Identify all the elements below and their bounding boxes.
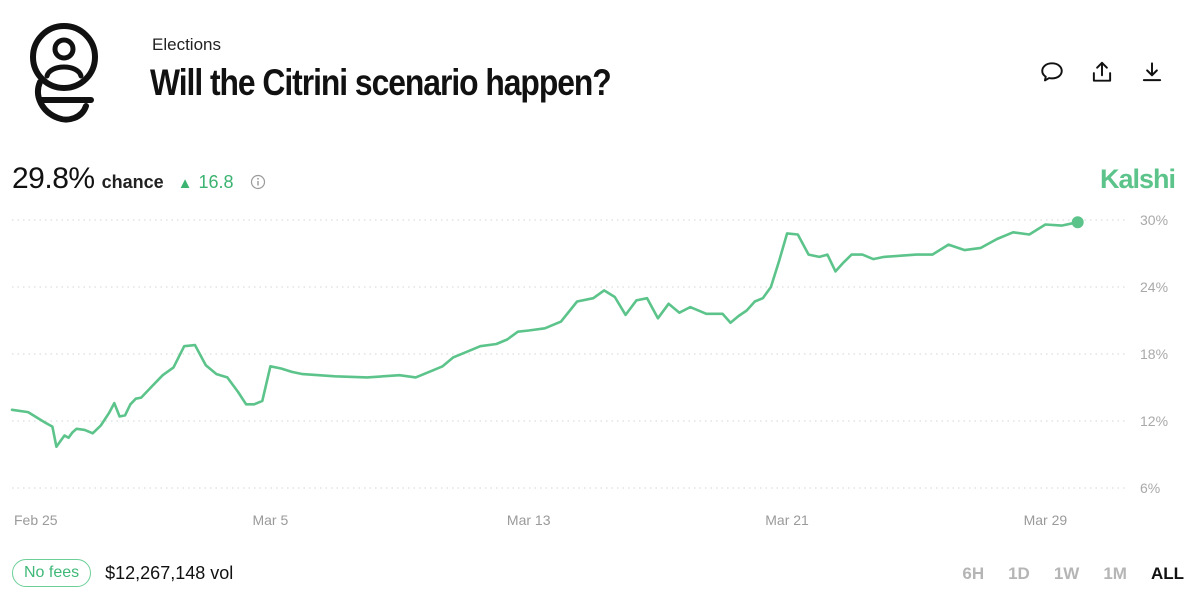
- header-actions: [1038, 58, 1166, 86]
- download-button[interactable]: [1138, 58, 1166, 86]
- odds-summary: 29.8% chance ▲ 16.8: [12, 162, 266, 196]
- range-1d-button[interactable]: 1D: [1008, 564, 1030, 583]
- x-tick-label: Mar 5: [252, 512, 288, 528]
- volume-text: $12,267,148 vol: [105, 562, 234, 583]
- change-indicator: ▲ 16.8: [178, 172, 234, 193]
- share-icon: [1092, 61, 1112, 82]
- comment-icon: [1041, 62, 1063, 82]
- range-1w-button[interactable]: 1W: [1053, 564, 1080, 583]
- change-value: 16.8: [198, 172, 234, 192]
- page-title: Will the Citrini scenario happen?: [150, 62, 612, 103]
- triangle-up-icon: ▲: [177, 175, 193, 192]
- publisher-logo[interactable]: [28, 22, 100, 124]
- chart-canvas: 30% 24% 18% 12% 6% Feb 25 Mar 5 Mar 13 Mar 21 Mar…: [10, 212, 1168, 528]
- range-6h-button[interactable]: 6H: [962, 564, 985, 583]
- range-all-button[interactable]: ALL: [1150, 564, 1184, 583]
- series-line: [10, 220, 1079, 448]
- logo-mark-icon: [30, 23, 98, 123]
- market-footer: No fees $12,267,148 vol: [12, 559, 233, 587]
- y-tick-label: 24%: [1140, 279, 1168, 295]
- range-1m-button[interactable]: 1M: [1103, 564, 1127, 583]
- info-icon[interactable]: [250, 174, 266, 190]
- kalshi-logo: Kalshi: [1099, 164, 1176, 194]
- time-range-selector: 6H 1D 1W 1M ALL: [962, 564, 1184, 584]
- chance-label: chance: [101, 172, 164, 192]
- y-tick-label: 6%: [1140, 480, 1160, 496]
- x-tick-label: Feb 25: [14, 512, 58, 528]
- latest-point-marker: [1071, 216, 1084, 229]
- comment-button[interactable]: [1038, 58, 1066, 86]
- breadcrumb-category[interactable]: Elections: [152, 35, 221, 54]
- x-tick-label: Mar 13: [507, 512, 551, 528]
- y-tick-label: 18%: [1140, 346, 1168, 362]
- probability-chart[interactable]: 30% 24% 18% 12% 6% Feb 25 Mar 5 Mar 13 Mar 21 Mar…: [0, 200, 1200, 530]
- x-tick-label: Mar 21: [765, 512, 809, 528]
- x-tick-label: Mar 29: [1024, 512, 1068, 528]
- download-icon: [1142, 62, 1162, 82]
- no-fees-badge: No fees: [12, 559, 92, 587]
- chance-value: 29.8%: [12, 162, 95, 195]
- share-button[interactable]: [1088, 58, 1116, 86]
- y-tick-label: 30%: [1140, 212, 1168, 228]
- y-tick-label: 12%: [1140, 413, 1168, 429]
